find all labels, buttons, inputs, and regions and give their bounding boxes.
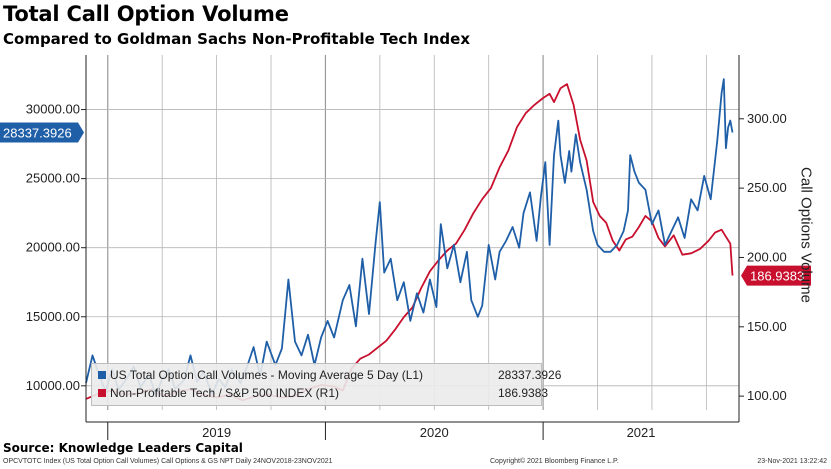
right-tick-label: 200.00 <box>747 249 787 264</box>
left-axis: 10000.00 15000.00 20000.00 25000.00 30000.00 <box>26 102 86 393</box>
right-tick-label: 250.00 <box>747 180 787 195</box>
footer-index-info: OPCVTOTC Index (US Total Option Call Vol… <box>3 458 333 465</box>
x-tick-label: 2019 <box>202 425 231 440</box>
legend-swatch-blue <box>98 371 106 379</box>
right-axis: 100.00 150.00 200.00 250.00 300.00 <box>739 111 787 403</box>
last-value-labels: 28337.3926 186.9383 <box>0 122 811 286</box>
left-tick-label: 15000.00 <box>26 309 80 324</box>
legend-value: 186.9383 <box>498 386 549 400</box>
right-axis-title: Call Options Volume <box>797 167 815 303</box>
legend-swatch-red <box>98 389 106 397</box>
flag-shape <box>0 122 84 143</box>
source-note: Source: Knowledge Leaders Capital <box>3 441 243 455</box>
last-value-flag-npt: 186.9383 <box>741 265 811 286</box>
x-tick-label: 2020 <box>420 425 449 440</box>
footer-copyright: Copyright© 2021 Bloomberg Finance L.P. <box>490 458 619 465</box>
flag-value: 186.9383 <box>750 269 804 284</box>
right-tick-label: 100.00 <box>747 388 787 403</box>
axes <box>85 55 740 423</box>
legend-item-call-volume: US Total Option Call Volumes - Moving Av… <box>98 368 561 382</box>
legend-label: US Total Option Call Volumes - Moving Av… <box>110 368 424 382</box>
left-tick-label: 25000.00 <box>26 171 80 186</box>
x-tick-label: 2021 <box>627 425 656 440</box>
chart-title: Total Call Option Volume <box>3 2 289 26</box>
chart-subtitle: Compared to Goldman Sachs Non-Profitable… <box>3 30 471 48</box>
legend: US Total Option Call Volumes - Moving Av… <box>91 363 561 406</box>
flag-value: 28337.3926 <box>3 126 72 141</box>
left-tick-label: 30000.00 <box>26 102 80 117</box>
left-tick-label: 20000.00 <box>26 240 80 255</box>
flag-shape <box>741 265 811 286</box>
right-tick-label: 300.00 <box>747 111 787 126</box>
left-tick-label: 10000.00 <box>26 378 80 393</box>
grid <box>86 55 739 410</box>
legend-item-npt: Non-Profitable Tech / S&P 500 INDEX (R1)… <box>98 386 548 400</box>
x-axis: 2019 2020 2021 <box>107 422 656 440</box>
legend-label: Non-Profitable Tech / S&P 500 INDEX (R1) <box>110 386 339 400</box>
last-value-flag-call-volume: 28337.3926 <box>0 122 84 143</box>
footer-timestamp: 23-Nov-2021 13:22:42 <box>757 458 827 465</box>
legend-value: 28337.3926 <box>498 368 562 382</box>
right-tick-label: 150.00 <box>747 319 787 334</box>
